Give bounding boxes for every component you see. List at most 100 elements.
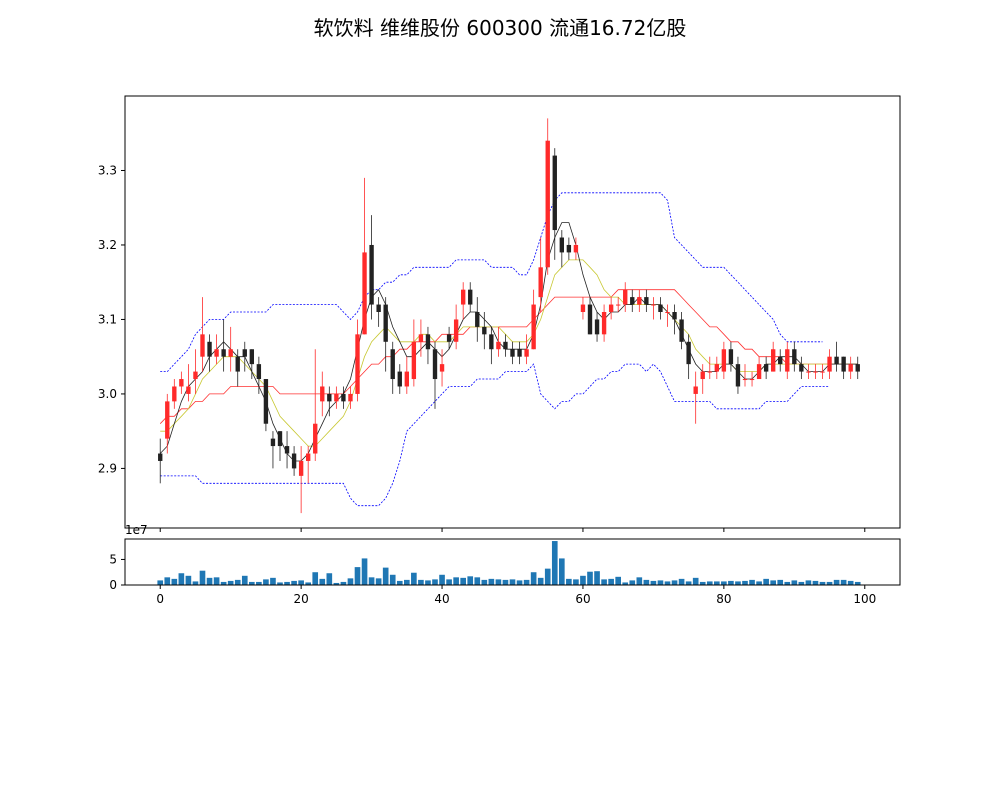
volume-bar [742, 580, 748, 585]
volume-bar [411, 572, 417, 585]
volume-bar [439, 574, 445, 585]
volume-bar [220, 581, 227, 585]
volume-bar [636, 577, 643, 585]
volume-bar [333, 582, 340, 585]
candle-body [376, 304, 381, 312]
candle-body [623, 289, 628, 305]
volume-bar [404, 579, 410, 585]
volume-bar [833, 579, 840, 585]
candle-body [848, 364, 853, 372]
volume-bar [185, 575, 192, 585]
volume-bar [594, 571, 600, 585]
candle-body [742, 379, 748, 381]
candle-body [630, 297, 635, 305]
volume-bar [157, 580, 164, 585]
volume-bar [749, 579, 755, 585]
volume-bar [791, 580, 798, 585]
volume-bar [629, 580, 636, 585]
candle-body [503, 341, 508, 350]
candle-body [820, 371, 825, 373]
candle-body [432, 349, 438, 380]
candle-body [714, 364, 720, 372]
candle-body [538, 267, 543, 298]
candle-body [580, 304, 586, 312]
candle-body [792, 349, 797, 365]
volume-bar [495, 579, 502, 585]
volume-bar [657, 580, 664, 585]
volume-bar [474, 577, 481, 585]
volume-bar [354, 567, 361, 585]
volume-bar [840, 579, 847, 585]
candle-body [284, 446, 290, 454]
volume-bar [650, 580, 657, 585]
volume-bar [805, 580, 812, 585]
candle-body [355, 334, 360, 394]
candle-body [721, 349, 727, 372]
volume-bar [615, 576, 621, 585]
volume-bar [446, 579, 452, 585]
volume-bar [312, 572, 319, 585]
volume-bar [164, 577, 171, 585]
candle-body [383, 304, 388, 342]
x-tick-label: 60 [575, 592, 590, 606]
candle-body [460, 289, 466, 305]
candle-body [228, 349, 233, 357]
candle-body [263, 379, 269, 424]
candle-body [305, 453, 311, 461]
volume-bar [418, 579, 424, 585]
candle-body [665, 312, 670, 313]
bollinger-upper-line [160, 192, 823, 373]
candle-body [446, 334, 452, 342]
candle-body [651, 304, 656, 306]
volume-bar [854, 581, 861, 585]
volume-bar [326, 573, 333, 585]
y-tick-label: 2.9 [98, 461, 117, 475]
volume-bar [735, 581, 741, 585]
volume-bar [671, 580, 678, 585]
volume-panel: 0 5 0 20 40 60 80 100 [109, 541, 876, 606]
volume-bar [234, 579, 241, 585]
volume-bar [559, 558, 565, 585]
volume-bar [256, 581, 262, 585]
price-axes-frame [124, 95, 901, 529]
candle-body [615, 304, 621, 306]
candle-body [411, 341, 417, 380]
volume-bar [425, 580, 431, 585]
candle-body [552, 155, 557, 231]
volume-bar [361, 558, 368, 585]
volume-bar [298, 580, 304, 585]
candle-body [200, 334, 205, 357]
volume-bar [523, 579, 530, 585]
volume-bar [763, 578, 769, 585]
candle-body [291, 453, 297, 469]
candle-body [439, 364, 445, 372]
candle-body [855, 364, 860, 372]
volume-bar [770, 580, 776, 585]
candle-body [390, 349, 395, 380]
candle-body [270, 438, 276, 447]
volume-bar [777, 579, 784, 585]
volume-bar [460, 577, 466, 585]
candle-body [186, 386, 191, 394]
candle-body [559, 237, 565, 253]
candle-body [707, 371, 712, 373]
candle-body [524, 349, 529, 357]
volume-bar [213, 577, 220, 585]
candle-body [587, 304, 593, 335]
volume-bar [467, 576, 474, 585]
y-tick-label: 3.2 [98, 238, 117, 252]
volume-bar [347, 578, 354, 585]
candle-body [594, 319, 600, 335]
candle-body [489, 334, 494, 350]
candle-body [214, 349, 219, 357]
chart-title: 软饮料 维维股份 600300 流通16.72亿股 [313, 16, 687, 40]
candle-body [327, 393, 332, 402]
volume-bar [199, 570, 206, 585]
ma-long-line [159, 289, 858, 424]
volume-bar [389, 574, 396, 585]
volume-bar [643, 579, 650, 585]
volume-bar [728, 580, 734, 585]
volume-bar [227, 580, 234, 585]
candle-body [256, 364, 262, 380]
volume-bar [544, 568, 551, 585]
